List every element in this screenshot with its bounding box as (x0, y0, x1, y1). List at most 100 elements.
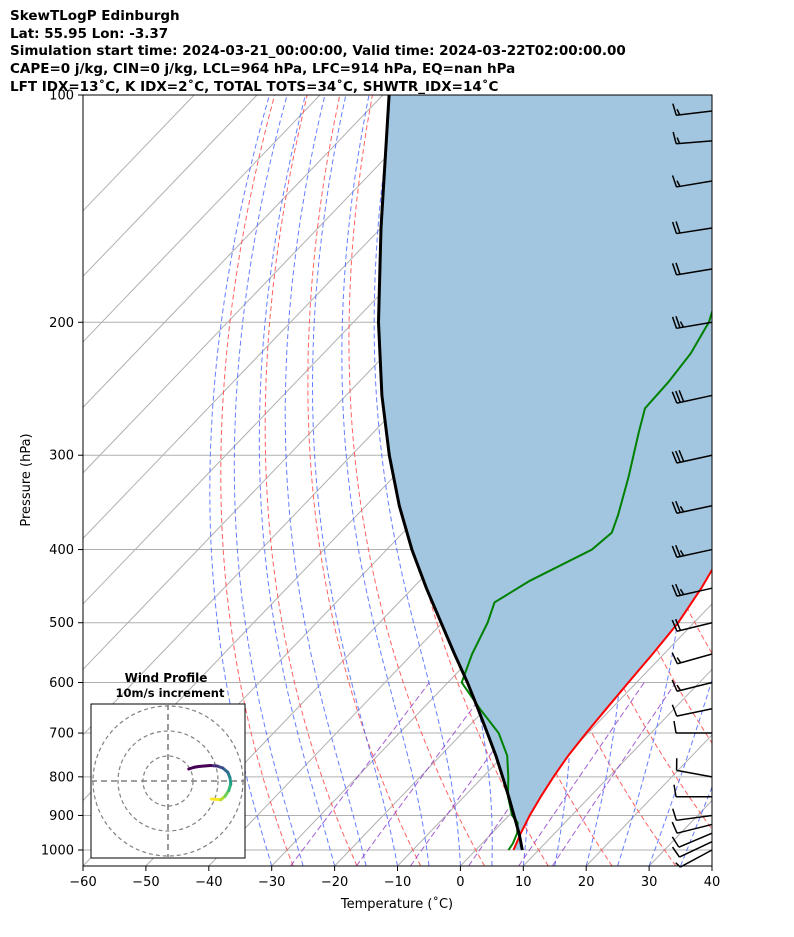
moist-adiabat-line (258, 95, 336, 866)
wind-barb-feather (671, 836, 680, 848)
y-tick-label: 500 (49, 616, 74, 631)
x-tick-label: 20 (578, 875, 595, 890)
wind-barb-shaft (676, 587, 713, 597)
wind-barb-feather (675, 262, 681, 275)
x-tick-label: −10 (384, 875, 411, 890)
wind-barb-feather (671, 846, 681, 858)
wind-barb-feather (674, 618, 682, 631)
wind-barb-shaft (676, 454, 713, 464)
wind-barb (671, 832, 713, 848)
wind-barb (671, 315, 713, 330)
wind-barb (671, 221, 713, 235)
wind-barb (671, 679, 713, 692)
dry-adiabat-line (763, 95, 794, 866)
dry-adiabat-line (348, 95, 485, 866)
moist-adiabat-line (341, 95, 430, 866)
mixing-ratio-line (409, 682, 543, 866)
wind-barb (671, 583, 713, 597)
wind-barb-feather (673, 720, 677, 734)
wind-barb-feather (671, 263, 678, 276)
wind-barb (671, 618, 713, 632)
wind-barb-feather (678, 390, 685, 402)
stability-line: CAPE=0 j/kg, CIN=0 j/kg, LCL=964 hPa, LF… (10, 61, 516, 78)
wind-barb-feather (672, 131, 677, 144)
wind-barb-feather (671, 821, 678, 834)
isotherm-line (83, 95, 258, 278)
moist-adiabat-line (373, 95, 461, 866)
wind-barb-feather (673, 784, 677, 797)
wind-barb-shaft (676, 681, 713, 692)
wind-barb-feather (671, 316, 678, 329)
wind-barb-feather (676, 657, 682, 664)
wind-barb (675, 758, 713, 778)
wind-barb-feather (675, 221, 681, 234)
isotherm-line (83, 95, 321, 343)
x-tick-label: −60 (69, 875, 96, 890)
hodograph-title: Wind Profile (125, 671, 208, 685)
wind-barb-shaft (676, 814, 713, 822)
wind-barb-shaft (676, 394, 713, 404)
wind-barb-shaft (676, 823, 713, 834)
moist-adiabat-line (233, 95, 304, 866)
y-tick-label: 200 (49, 316, 74, 331)
wind-barb-feather (678, 449, 685, 462)
mixing-ratio-line (355, 682, 492, 866)
y-axis-label: Pressure (hPa) (19, 433, 34, 526)
x-tick-label: 40 (704, 875, 721, 890)
wind-barb-feather (671, 391, 678, 404)
wind-barb-shaft (676, 505, 713, 514)
wind-barb-feather (671, 545, 678, 558)
y-tick-label: 1000 (41, 844, 74, 859)
wind-barb (671, 390, 713, 404)
wind-barb (673, 720, 712, 734)
isotherm-line (83, 95, 447, 474)
wind-barb-shaft (676, 548, 713, 559)
moist-adiabat-line (711, 864, 712, 866)
profile-lines (376, 95, 712, 851)
wind-barb (672, 808, 713, 822)
dry-adiabat-line (731, 95, 794, 866)
x-tick-label: −40 (195, 875, 222, 890)
wind-barb-shaft (679, 841, 713, 858)
axes: −60 −50 −40 −30 −20 −10 0 10 20 30 40 1000 900 800 700… (41, 89, 720, 891)
wind-barb-feather (676, 684, 682, 691)
mixing-ratio-line (290, 682, 430, 866)
x-tick-label: −20 (321, 875, 348, 890)
wind-barb (671, 704, 713, 717)
dry-adiabat-line (264, 95, 358, 866)
wind-barb-feather (675, 390, 681, 403)
wind-barb-shaft (676, 227, 713, 235)
wind-barb-shaft (676, 268, 713, 276)
wind-barb-feather (671, 679, 678, 692)
wind-barb-feather (671, 451, 678, 464)
cape-shading (378, 95, 712, 850)
parcel-line (376, 95, 524, 851)
temperature-line (512, 567, 712, 851)
hodograph-subtitle: 10m/s increment (116, 686, 225, 700)
mixing-ratio-line (518, 682, 645, 866)
wind-barb-feather (676, 180, 681, 187)
moist-adiabat-line (312, 95, 398, 866)
wind-barb-feather (672, 808, 678, 821)
wind-barb-shaft (676, 621, 713, 632)
wind-barb-feather (671, 704, 678, 717)
wind-barb-feather (676, 137, 681, 144)
wind-barb-feather (676, 108, 681, 116)
x-tick-label: −50 (132, 875, 159, 890)
wind-barb-feather (675, 450, 681, 463)
hodograph-ring (117, 730, 219, 832)
isotherm-line (711, 865, 712, 866)
y-tick-label: 300 (49, 449, 74, 464)
hodograph-trace (210, 797, 223, 802)
mixing-ratio-line (551, 682, 677, 866)
wind-barb-feather (679, 505, 685, 513)
wind-barb-shaft (679, 849, 713, 868)
wind-barb-shaft (676, 110, 713, 117)
chart-title: SkewTLogP Edinburgh (10, 8, 180, 24)
hodograph-inset: Wind Profile 10m/s increment (90, 671, 246, 859)
wind-barb-feather (671, 652, 679, 665)
wind-barb-feather (675, 583, 682, 596)
wind-barbs (671, 103, 713, 868)
x-tick-label: 30 (641, 875, 658, 890)
